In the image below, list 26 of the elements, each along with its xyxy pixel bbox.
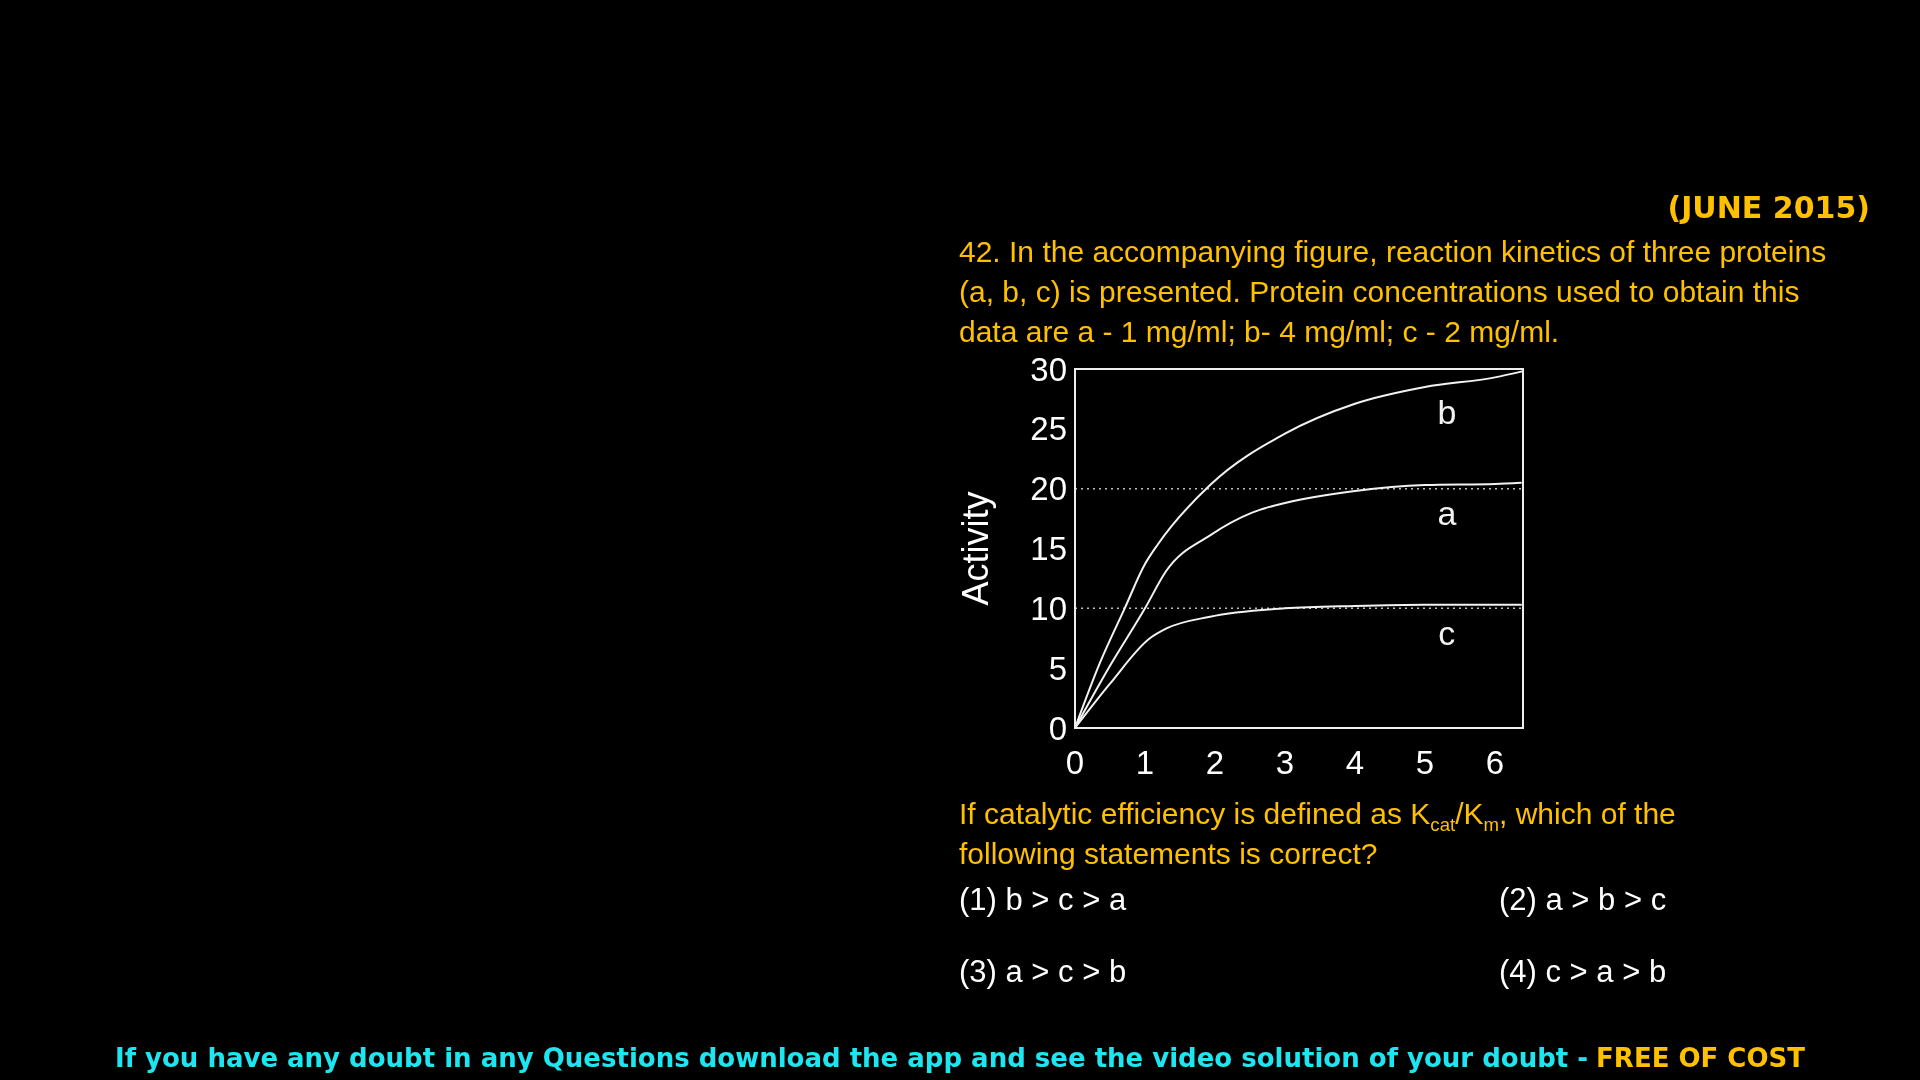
series-label: c xyxy=(1438,613,1456,652)
y-tick-label: 0 xyxy=(1048,709,1067,747)
x-tick-label: 4 xyxy=(1345,744,1365,781)
text: 42. In the accompanying figure, reaction kinetics of three proteins (a, b, c) is presented. Protein concentrations used to obtain this data are a - 1 mg/ml; b- 4 mg/ml; c - 2 mg/ml. xyxy=(959,234,1828,350)
x-tick-label: 3 xyxy=(1275,744,1295,781)
text: FREE OF COST xyxy=(1596,1042,1806,1075)
text: (1) b > c > a xyxy=(959,881,1127,919)
y-tick-label: 15 xyxy=(1030,530,1067,568)
x-tick-label: 1 xyxy=(1135,744,1155,781)
x-tick-label: 2 xyxy=(1205,744,1225,781)
y-tick-label: 10 xyxy=(1030,589,1067,627)
text: (JUNE 2015) xyxy=(1667,189,1870,227)
series-label: a xyxy=(1437,493,1457,532)
x-tick-label: 6 xyxy=(1485,744,1505,781)
text: If you have any doubt in any Questions download the app and see the video solution of your doubt - xyxy=(114,1042,1589,1075)
text: (2) a > b > c xyxy=(1499,881,1667,919)
y-tick-label: 25 xyxy=(1030,410,1067,448)
x-tick-label: 5 xyxy=(1415,744,1435,781)
text: (3) a > c > b xyxy=(959,953,1127,991)
y-tick-label: 30 xyxy=(1030,350,1067,388)
text: If catalytic efficiency is defined as K$_{cat}$/K$_{m}$, which of the following statements is correct? xyxy=(959,797,1676,870)
text: (4) c > a > b xyxy=(1499,953,1667,991)
y-axis-title: Activity xyxy=(955,491,996,606)
y-tick-label: 20 xyxy=(1030,470,1067,508)
series-label: b xyxy=(1437,392,1457,431)
y-tick-label: 5 xyxy=(1048,649,1067,687)
